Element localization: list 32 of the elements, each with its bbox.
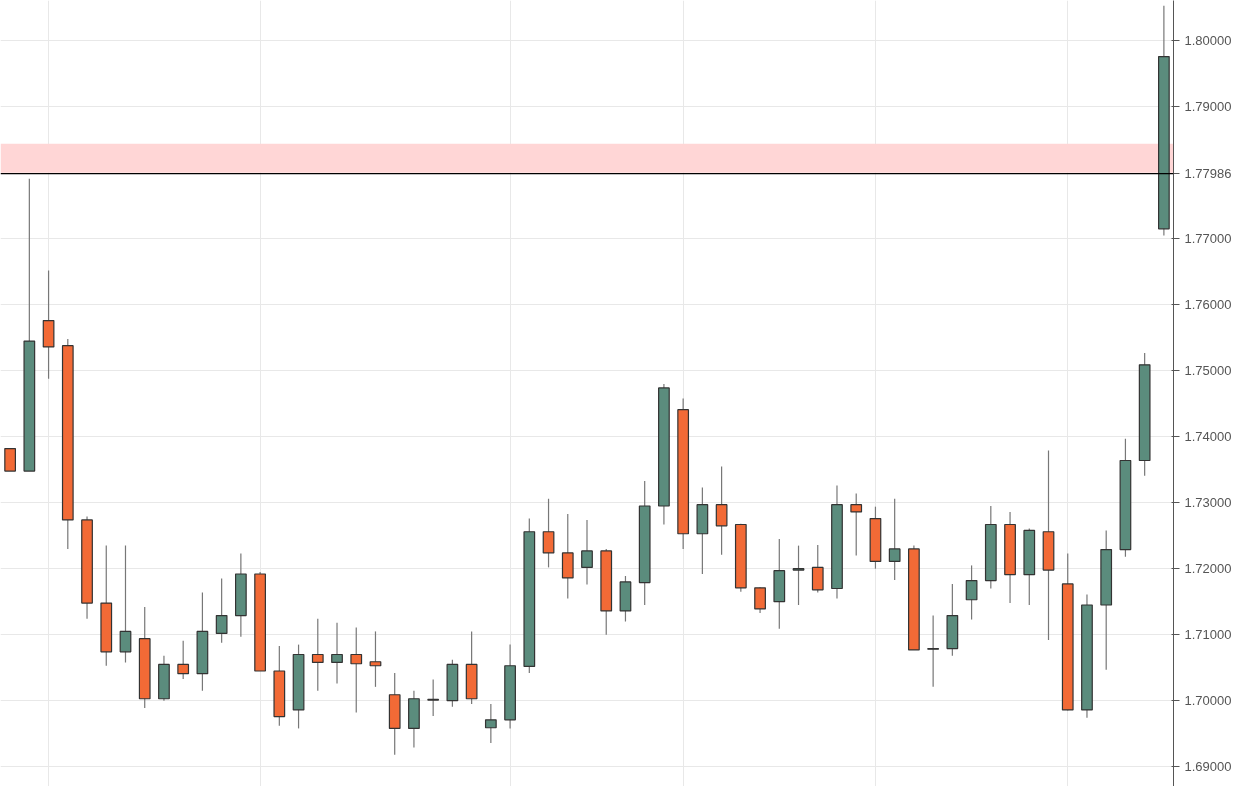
y-tick-label: 1.79000 bbox=[1184, 99, 1232, 115]
y-tick-label: 1.74000 bbox=[1184, 429, 1232, 445]
candlestick bbox=[965, 564, 978, 621]
candlestick bbox=[350, 626, 363, 714]
candlestick bbox=[119, 545, 132, 664]
y-tick-label: 1.70000 bbox=[1184, 693, 1232, 709]
y-tick-label: 1.76000 bbox=[1184, 297, 1232, 313]
candlestick bbox=[177, 640, 190, 680]
candlestick bbox=[542, 498, 555, 568]
candlestick bbox=[927, 614, 940, 688]
y-tick-label: 1.73000 bbox=[1184, 495, 1232, 511]
y-tick-label: 1.69000 bbox=[1184, 759, 1232, 775]
y-tick-label: 1.72000 bbox=[1184, 561, 1232, 577]
candlestick bbox=[311, 618, 324, 692]
y-tick-label: 1.75000 bbox=[1184, 363, 1232, 379]
candlestick bbox=[888, 498, 901, 581]
y-tick-label: 1.71000 bbox=[1184, 627, 1232, 643]
ref-line-label: 1.77986 bbox=[1184, 166, 1232, 182]
candlestick bbox=[427, 678, 440, 717]
candlestick bbox=[754, 586, 766, 614]
candlestick bbox=[484, 703, 497, 744]
candlestick bbox=[4, 448, 16, 472]
candlestick bbox=[715, 465, 728, 556]
candlestick bbox=[215, 578, 228, 644]
candlestick bbox=[331, 622, 343, 685]
y-tick-label: 1.80000 bbox=[1184, 33, 1232, 49]
candlestick bbox=[850, 492, 863, 557]
candlestick bbox=[581, 519, 593, 586]
candlestick bbox=[811, 544, 824, 594]
candlestick bbox=[369, 630, 382, 688]
candlestick bbox=[792, 545, 805, 606]
y-tick-label: 1.77000 bbox=[1184, 231, 1232, 247]
